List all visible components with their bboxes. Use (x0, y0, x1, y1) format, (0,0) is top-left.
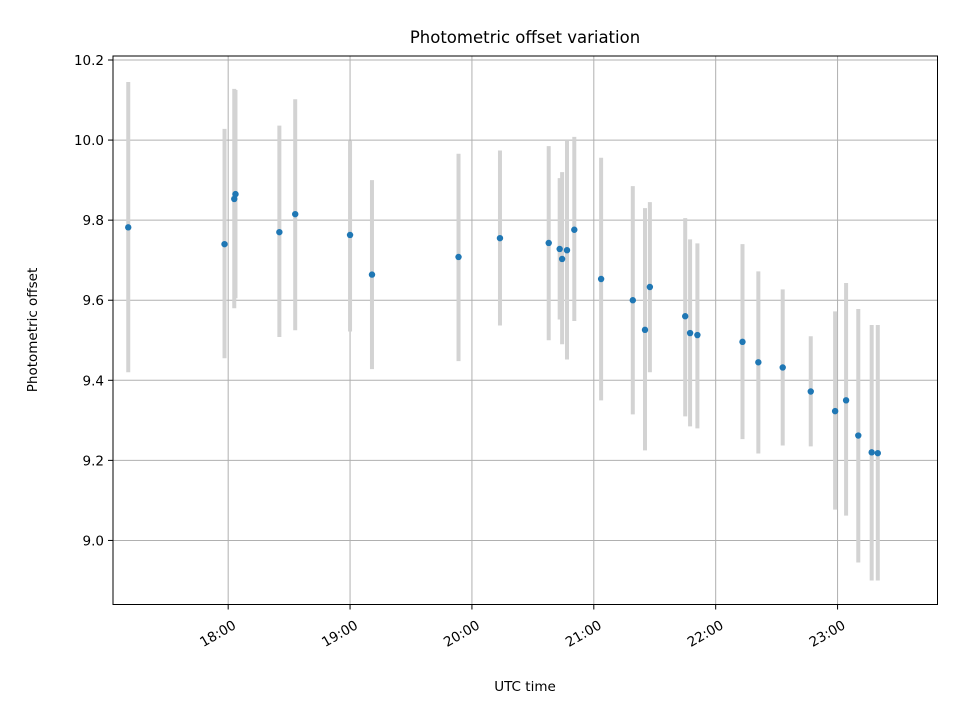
data-point (779, 364, 786, 371)
data-point (682, 313, 689, 320)
data-point (496, 234, 504, 242)
data-point (292, 210, 299, 218)
y-tick-label: 9.8 (83, 213, 104, 229)
data-point (276, 228, 283, 236)
data-point (221, 240, 228, 248)
data-point (855, 432, 862, 439)
data-point (868, 449, 875, 456)
data-point (739, 338, 746, 346)
data-point (125, 224, 132, 231)
y-tick-label: 9.2 (83, 453, 104, 469)
data-point (368, 271, 376, 278)
y-tick-label: 9.0 (83, 533, 104, 549)
data-point (694, 331, 701, 339)
data-point (563, 246, 571, 254)
chart-title: Photometric offset variation (410, 28, 640, 47)
data-point (807, 388, 814, 395)
x-axis-label: UTC time (494, 679, 556, 695)
y-axis-label: Photometric offset (25, 268, 41, 392)
plot-area (113, 56, 938, 605)
data-point (874, 449, 881, 457)
data-point (842, 397, 850, 404)
data-markers (125, 190, 881, 457)
data-point (646, 283, 654, 291)
data-point (545, 239, 552, 247)
y-tick-label: 9.6 (83, 293, 104, 309)
y-tick-label: 9.4 (83, 373, 104, 389)
data-point (231, 195, 238, 203)
y-axis-ticks: 9.0 9.2 9.4 9.6 9.8 10.0 10.2 (74, 53, 113, 549)
y-tick-label: 10.0 (74, 133, 104, 149)
data-point (641, 326, 649, 334)
grid-lines (113, 56, 938, 605)
data-point (686, 329, 694, 337)
plot-frame (112, 55, 938, 605)
y-tick-label: 10.2 (74, 53, 104, 69)
data-point (629, 297, 637, 304)
data-point (558, 255, 566, 263)
data-point (232, 190, 239, 198)
data-point (556, 245, 563, 253)
data-point (831, 407, 839, 415)
data-point (571, 226, 578, 233)
data-point (755, 359, 762, 366)
data-point (455, 253, 462, 261)
data-point (597, 275, 605, 283)
data-point (346, 231, 354, 239)
